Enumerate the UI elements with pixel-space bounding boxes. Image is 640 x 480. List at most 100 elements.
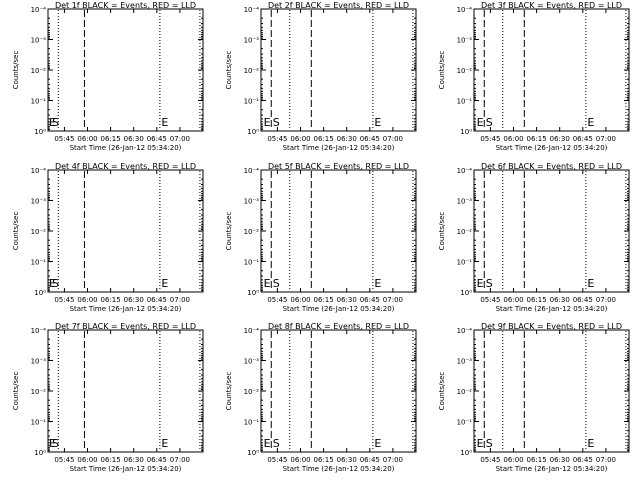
plot-frame <box>260 169 417 293</box>
x-tick-label: 06:45 <box>573 296 593 304</box>
y-tick-label: 10⁰ <box>247 128 259 136</box>
event-annotation: E <box>49 116 56 129</box>
x-tick-label: 05:45 <box>54 296 74 304</box>
y-tick-label: 10⁻⁴ <box>31 167 47 175</box>
panel-title: Det 3f BLACK = Events, RED = LLD <box>481 1 622 10</box>
x-axis-label: Start Time (26-Jan-12 05:34:20) <box>70 465 182 473</box>
x-tick-label: 05:45 <box>480 135 500 143</box>
event-annotation: E <box>264 437 271 450</box>
x-axis-label: Start Time (26-Jan-12 05:34:20) <box>496 465 608 473</box>
x-tick-label: 07:00 <box>596 135 616 143</box>
detector-panel: Det 2f BLACK = Events, RED = LLD 10⁰ 10⁻¹ 1… <box>225 1 417 152</box>
y-tick-label: 10⁻¹ <box>457 259 473 267</box>
y-tick-label: 10⁻² <box>244 388 260 396</box>
x-tick-label: 05:45 <box>54 456 74 464</box>
x-tick-label: 06:15 <box>314 456 334 464</box>
y-tick-label: 10⁰ <box>460 289 472 297</box>
panel-title: Det 7f BLACK = Events, RED = LLD <box>55 322 196 331</box>
x-tick-label: 05:45 <box>267 296 287 304</box>
event-annotation: S <box>486 277 493 290</box>
y-tick-label: 10⁻⁴ <box>244 6 260 14</box>
x-tick-label: 05:45 <box>267 135 287 143</box>
x-tick-label: 06:15 <box>101 456 121 464</box>
x-tick-label: 06:45 <box>573 456 593 464</box>
y-tick-label: 10⁻² <box>457 388 473 396</box>
y-tick-label: 10⁻³ <box>457 358 473 366</box>
y-tick-label: 10⁻⁴ <box>457 167 473 175</box>
event-annotation: S <box>52 116 59 129</box>
panel-title: Det 4f BLACK = Events, RED = LLD <box>55 162 196 171</box>
x-tick-label: 06:15 <box>314 135 334 143</box>
x-tick-label: 07:00 <box>596 456 616 464</box>
x-axis-label: Start Time (26-Jan-12 05:34:20) <box>283 144 395 152</box>
x-tick-label: 06:30 <box>550 456 570 464</box>
x-tick-label: 07:00 <box>596 296 616 304</box>
x-tick-label: 06:30 <box>124 135 144 143</box>
y-tick-label: 10⁻⁴ <box>244 167 260 175</box>
x-axis-label: Start Time (26-Jan-12 05:34:20) <box>283 305 395 313</box>
y-tick-label: 10⁻⁴ <box>457 327 473 335</box>
event-annotation: E <box>587 277 594 290</box>
x-tick-label: 06:45 <box>147 296 167 304</box>
detector-panel: Det 3f BLACK = Events, RED = LLD 10⁰ 10⁻¹ 1… <box>438 1 630 152</box>
x-tick-label: 06:30 <box>337 135 357 143</box>
y-tick-label: 10⁻¹ <box>31 259 47 267</box>
y-tick-label: 10⁻¹ <box>457 419 473 427</box>
x-tick-label: 07:00 <box>170 135 190 143</box>
x-tick-label: 05:45 <box>54 135 74 143</box>
event-annotation: E <box>477 116 484 129</box>
y-tick-label: 10⁻² <box>244 67 260 75</box>
x-tick-label: 07:00 <box>383 135 403 143</box>
event-annotation: S <box>273 437 280 450</box>
event-annotation: S <box>486 437 493 450</box>
x-tick-label: 05:45 <box>480 296 500 304</box>
event-annotation: E <box>477 437 484 450</box>
y-axis-label: Counts/sec <box>225 212 233 251</box>
event-annotation: S <box>273 116 280 129</box>
x-axis-label: Start Time (26-Jan-12 05:34:20) <box>283 465 395 473</box>
x-tick-label: 06:00 <box>503 456 523 464</box>
plot-frame <box>473 8 630 132</box>
x-tick-label: 06:45 <box>360 456 380 464</box>
y-tick-label: 10⁻¹ <box>244 98 260 106</box>
x-tick-label: 06:15 <box>527 296 547 304</box>
y-tick-label: 10⁻³ <box>31 37 47 45</box>
y-axis-label: Counts/sec <box>438 372 446 411</box>
x-tick-label: 05:45 <box>480 456 500 464</box>
x-tick-label: 06:00 <box>77 296 97 304</box>
plot-frame <box>473 329 630 453</box>
y-tick-label: 10⁻¹ <box>31 419 47 427</box>
plot-frame <box>260 8 417 132</box>
x-tick-label: 07:00 <box>383 296 403 304</box>
y-tick-label: 10⁻² <box>31 67 47 75</box>
event-annotation: E <box>477 277 484 290</box>
y-tick-label: 10⁻² <box>457 67 473 75</box>
y-tick-label: 10⁻³ <box>244 198 260 206</box>
x-tick-label: 06:15 <box>527 135 547 143</box>
y-tick-label: 10⁻⁴ <box>457 6 473 14</box>
x-tick-label: 06:00 <box>503 135 523 143</box>
y-tick-label: 10⁻¹ <box>244 259 260 267</box>
event-annotation: E <box>264 116 271 129</box>
event-annotation: E <box>264 277 271 290</box>
panel-title: Det 2f BLACK = Events, RED = LLD <box>268 1 409 10</box>
x-tick-label: 06:30 <box>337 296 357 304</box>
y-tick-label: 10⁰ <box>34 289 46 297</box>
event-annotation: E <box>374 277 381 290</box>
y-axis-label: Counts/sec <box>12 372 20 411</box>
x-tick-label: 06:15 <box>101 135 121 143</box>
y-tick-label: 10⁻¹ <box>457 98 473 106</box>
y-tick-label: 10⁻² <box>457 228 473 236</box>
detector-panel: Det 6f BLACK = Events, RED = LLD 10⁰ 10⁻¹ 1… <box>438 162 630 313</box>
x-tick-label: 07:00 <box>170 296 190 304</box>
y-tick-label: 10⁻³ <box>31 198 47 206</box>
y-tick-label: 10⁰ <box>460 128 472 136</box>
y-tick-label: 10⁻⁴ <box>31 327 47 335</box>
detector-panel: Det 7f BLACK = Events, RED = LLD 10⁰ 10⁻¹ 1… <box>12 322 204 473</box>
x-tick-label: 06:00 <box>77 456 97 464</box>
event-annotation: E <box>161 437 168 450</box>
y-tick-label: 10⁻³ <box>244 37 260 45</box>
y-tick-label: 10⁰ <box>247 289 259 297</box>
y-tick-label: 10⁰ <box>34 449 46 457</box>
